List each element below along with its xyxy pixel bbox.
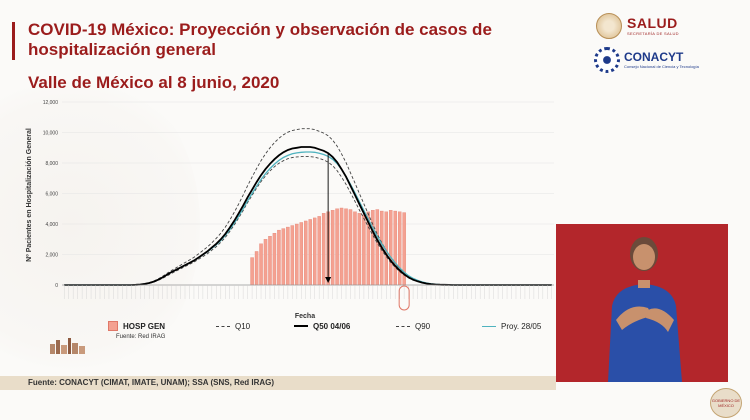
chart-legend: HOSP GEN Q10 Q50 04/06 Q90 Proy. 28/05 [108,320,568,334]
hosp-gen-bar [312,217,317,286]
q50-line [64,146,552,286]
hosp-gen-bar [344,208,348,286]
hosp-gen-bar [277,229,281,286]
hosp-gen-bar [263,239,268,286]
hosp-gen-bar [330,210,335,286]
hosp-gen-bar [290,225,295,286]
hosp-gen-bar [397,211,402,286]
y-tick-label: 12,000 [43,100,59,106]
legend-hosp-gen: HOSP GEN [108,320,165,332]
mexico-seal-icon [596,13,622,39]
background-watermark [0,60,200,390]
hosp-gen-bar [389,210,393,286]
source-strip [0,376,556,390]
legend-source-note: Fuente: Red IRAG [116,334,166,340]
conacyt-logo-subtext: Consejo Nacional de Ciencia y Tecnología [624,64,699,69]
hosp-gen-bar [281,228,286,286]
hosp-gen-bar [286,226,290,286]
hosp-gen-bar [339,207,344,286]
hosp-gen-bar [321,213,326,286]
gobierno-logo-text: GOBIERNO DE MÉXICO [711,398,741,408]
legend-label-q10: Q10 [235,321,251,331]
legend-swatch-bar [108,321,118,331]
conacyt-dots-icon [594,47,620,73]
peak-arrow-head [325,277,332,283]
y-tick-label: 4,000 [45,222,58,228]
hosp-gen-bar [299,222,304,286]
y-tick-labels: 0 2,000 4,000 6,000 8,000 10,000 12,000 [43,100,59,289]
legend-label-q50: Q50 04/06 [313,321,351,331]
legend-swatch-q90 [396,325,410,327]
salud-logo-text: SALUD [627,15,678,31]
hosp-gen-bar [259,243,263,286]
projection-lines [64,128,552,286]
hosp-gen-bar [362,214,366,286]
y-tick-label: 6,000 [45,192,58,198]
hosp-gen-bar [353,211,357,286]
interpreter-icon [608,237,682,382]
slide-title: COVID-19 México: Proyección y observació… [28,20,492,59]
legend-label-proy: Proy. 28/05 [501,321,542,331]
hosp-gen-bar [272,232,277,286]
salud-logo: SALUD SECRETARÍA DE SALUD [596,12,679,40]
salud-logo-subtext: SECRETARÍA DE SALUD [627,31,679,36]
hosp-gen-bar [308,219,312,286]
hosp-gen-bar [335,208,339,286]
source-footer: Fuente: CONACYT (CIMAT, IMATE, UNAM); SS… [28,378,275,387]
sign-language-interpreter-inset [556,224,728,382]
y-tick-label: 10,000 [43,131,59,137]
legend-swatch-proy [482,325,496,327]
hosp-gen-bar [317,216,321,286]
chart-gridlines [62,101,554,286]
hosp-gen-bar [304,220,308,286]
hosp-gen-bar [375,209,380,286]
current-date-highlight [398,285,410,311]
city-skyline-icon [50,338,85,354]
y-tick-label: 0 [55,283,58,289]
hosp-gen-bar [393,210,397,286]
hosp-gen-bar [250,257,254,286]
conacyt-logo-text: CONACYT [624,50,684,64]
hosp-gen-bar [268,236,272,286]
legend-label-q90: Q90 [415,321,431,331]
legend-label-hosp-gen: HOSP GEN [123,321,166,331]
slide-subtitle: Valle de México al 8 junio, 2020 [28,73,280,92]
hosp-gen-bar [357,213,362,286]
q10-line [64,156,552,286]
legend-swatch-q50 [294,325,308,327]
y-tick-label: 8,000 [45,161,58,167]
y-tick-label: 2,000 [45,253,58,259]
gobierno-mexico-logo: GOBIERNO DE MÉXICO [710,388,742,418]
hosp-gen-bar [371,210,375,286]
conacyt-logo: CONACYT Consejo Nacional de Ciencia y Te… [594,46,699,74]
hosp-gen-bar [348,209,353,286]
legend-swatch-q10 [216,325,230,327]
y-axis-label: Nº Pacientes en Hospitalización General [26,128,33,262]
title-accent-bar [12,22,15,60]
hosp-gen-bar [295,223,299,286]
proy-line [64,151,552,286]
legend-q50: Q50 04/06 [294,320,350,332]
legend-proy: Proy. 28/05 [482,320,541,332]
hosp-gen-bar [254,251,259,286]
legend-q90: Q90 [396,320,430,332]
x-axis-label: Fecha [295,313,315,320]
x-tick-labels [64,285,552,311]
legend-q10: Q10 [216,320,250,332]
